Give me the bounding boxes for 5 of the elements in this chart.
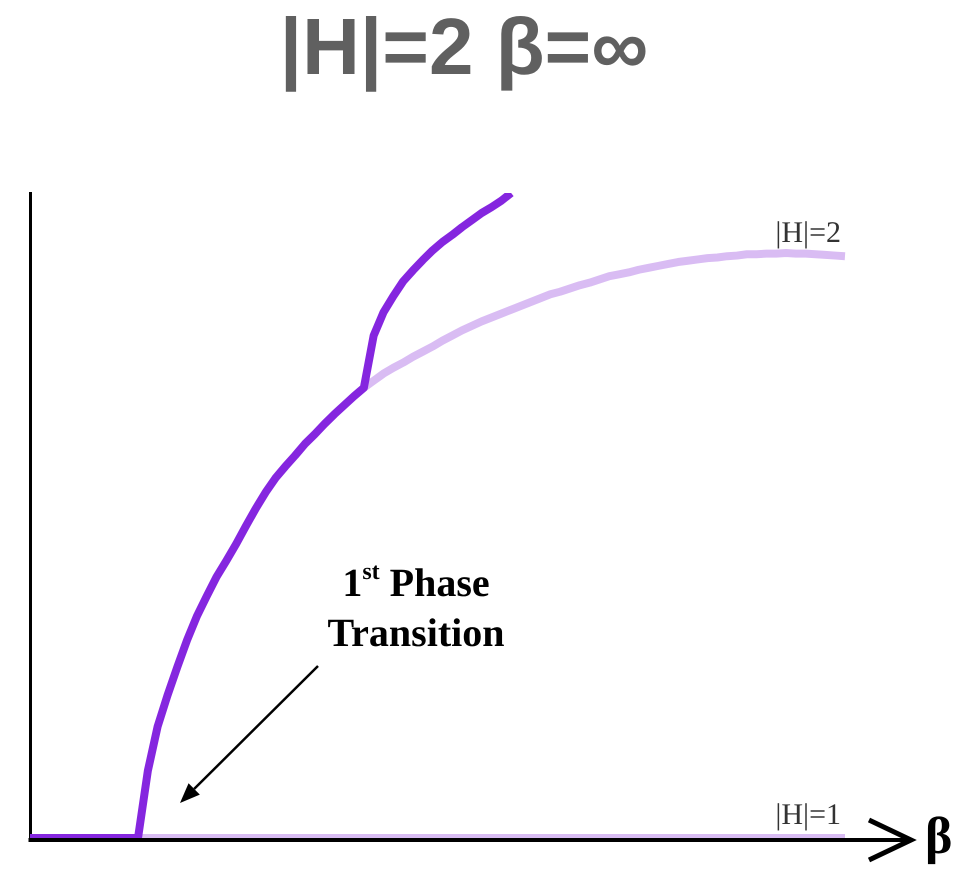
chart-title: |H|=2 β=∞ [278, 2, 650, 91]
series-label: |H|=2 [775, 216, 841, 250]
series-label: |H|=1 [775, 798, 841, 831]
x-axis-title: β [925, 808, 952, 865]
annotation: 1$^{st}$ Phase Transition [326, 558, 506, 657]
